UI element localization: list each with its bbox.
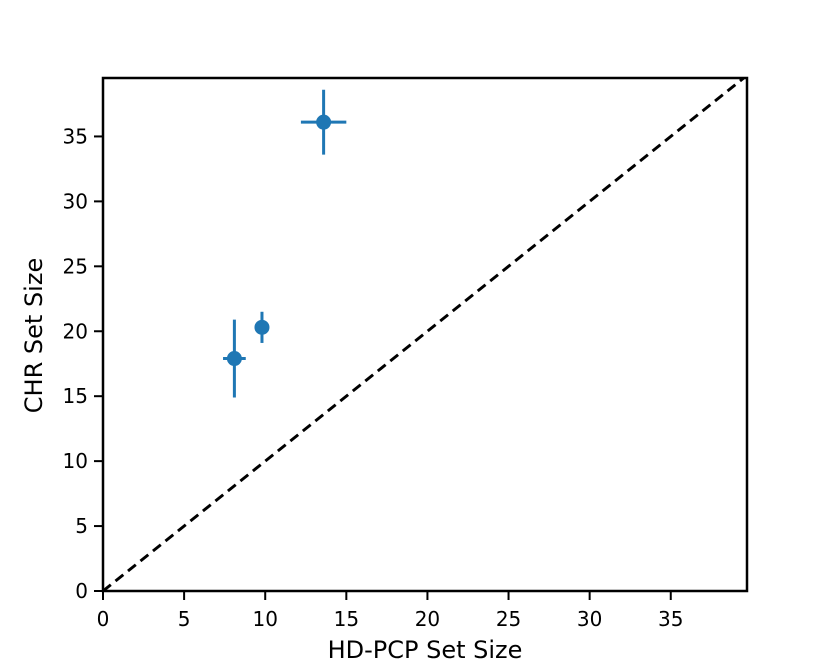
y-tick-label: 5 [75,514,88,538]
y-tick-label: 15 [63,384,88,408]
x-tick-label: 25 [496,607,521,631]
point-marker [226,351,242,367]
x-tick-label: 0 [97,607,110,631]
y-tick-label: 25 [63,254,88,278]
x-tick-label: 35 [658,607,683,631]
y-axis-title: CHR Set Size [20,258,48,413]
y-tick-label: 10 [63,449,88,473]
x-axis-title: HD-PCP Set Size [328,636,523,664]
point-marker [254,319,270,335]
plot-frame [101,76,749,593]
data-points-layer [223,89,347,398]
identity-line [102,76,745,593]
y-tick-label: 0 [75,579,88,603]
x-tick-label: 30 [577,607,602,631]
data-point [300,89,347,155]
point-marker [316,114,332,130]
x-tick-label: 5 [178,607,191,631]
x-tick-label: 15 [334,607,359,631]
x-axis-ticks: 0 5 10 15 20 25 30 35 [97,591,683,631]
y-tick-label: 20 [63,319,88,343]
x-tick-label: 20 [415,607,440,631]
identity-line-layer [102,76,745,593]
x-tick-label: 10 [252,607,277,631]
data-point [223,319,246,398]
y-tick-label: 30 [63,189,88,213]
y-tick-label: 35 [63,124,88,148]
y-axis-ticks: 0 5 10 15 20 25 30 35 [63,124,103,603]
data-point [254,311,270,343]
